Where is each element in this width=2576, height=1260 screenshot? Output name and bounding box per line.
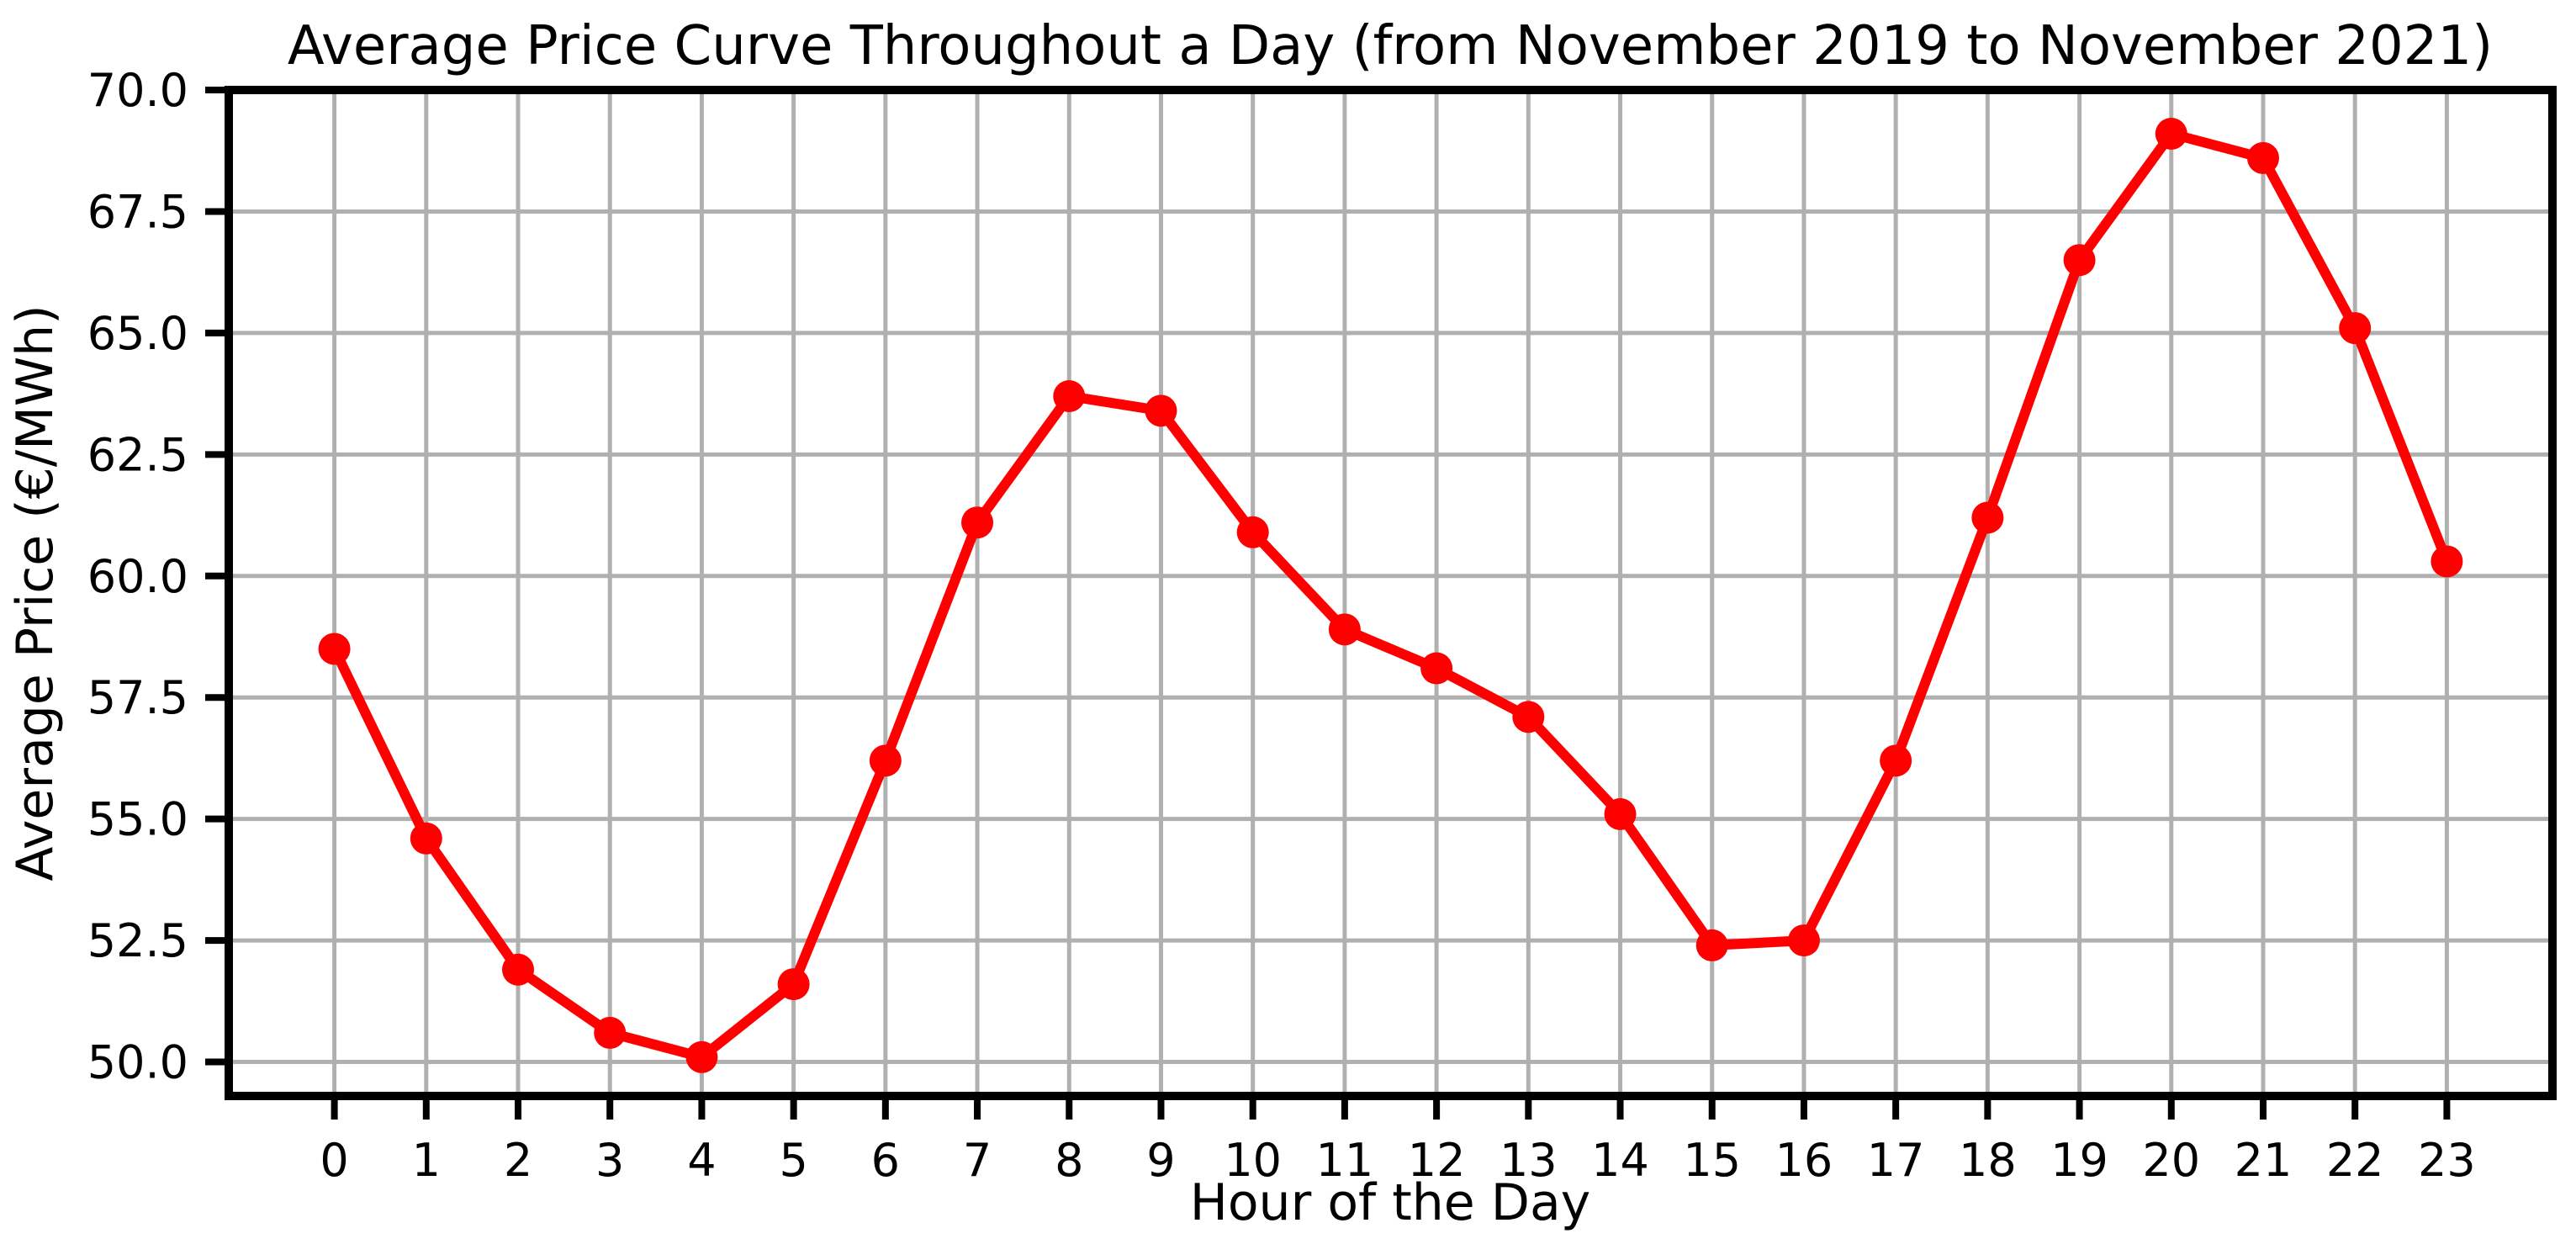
y-tick-label: 50.0: [87, 1036, 188, 1089]
x-tick-label: 16: [1775, 1134, 1833, 1187]
data-point-marker: [1145, 394, 1177, 427]
x-tick-label: 9: [1146, 1134, 1175, 1187]
x-tick-label: 15: [1683, 1134, 1741, 1187]
y-tick-label: 67.5: [87, 185, 188, 238]
data-point-marker: [1880, 744, 1912, 777]
x-tick-label: 13: [1500, 1134, 1558, 1187]
y-tick-label: 60.0: [87, 550, 188, 603]
data-layer: [318, 118, 2463, 1073]
x-tick-label: 0: [320, 1134, 348, 1187]
y-tick-label: 70.0: [87, 64, 188, 117]
spine-layer: [225, 86, 2557, 1100]
x-tick-label: 14: [1591, 1134, 1649, 1187]
data-point-marker: [1420, 652, 1453, 685]
x-tick-label: 22: [2326, 1134, 2384, 1187]
x-tick-label: 12: [1408, 1134, 1466, 1187]
data-point-marker: [961, 506, 994, 539]
x-tick-label: 2: [504, 1134, 532, 1187]
y-axis-label: Average Price (€/MWh): [6, 304, 65, 881]
data-point-marker: [1053, 380, 1086, 412]
x-tick-label: 7: [963, 1134, 992, 1187]
x-tick-label: 11: [1316, 1134, 1374, 1187]
x-tick-label: 17: [1867, 1134, 1925, 1187]
data-point-marker: [1604, 797, 1637, 830]
data-point-marker: [502, 953, 535, 986]
x-tick-label: 5: [779, 1134, 807, 1187]
x-tick-label: 1: [412, 1134, 441, 1187]
x-tick-label: 20: [2142, 1134, 2200, 1187]
x-tick-label: 4: [687, 1134, 716, 1187]
plot-border: [225, 86, 2557, 1100]
x-tick-label: 6: [871, 1134, 900, 1187]
price-line: [329, 129, 2452, 1062]
y-tick-label: 52.5: [87, 914, 188, 967]
data-point-marker: [410, 822, 442, 855]
data-point-marker: [2339, 312, 2372, 345]
data-point-marker: [1971, 501, 2004, 534]
data-point-marker: [685, 1040, 718, 1073]
y-tick-label: 62.5: [87, 428, 188, 481]
data-point-marker: [1236, 516, 1269, 548]
data-point-marker: [1512, 701, 1545, 733]
x-tick-label: 8: [1055, 1134, 1083, 1187]
chart-title: Average Price Curve Throughout a Day (fr…: [288, 15, 2493, 77]
data-point-marker: [594, 1016, 627, 1049]
y-tick-label: 55.0: [87, 793, 188, 846]
x-tick-label: 23: [2418, 1134, 2476, 1187]
data-point-marker: [2063, 244, 2096, 277]
data-point-marker: [2155, 118, 2187, 150]
x-tick-label: 3: [595, 1134, 624, 1187]
x-tick-label: 18: [1959, 1134, 2017, 1187]
label-layer: Average Price Curve Throughout a Day (fr…: [6, 15, 2493, 1232]
data-point-marker: [869, 744, 902, 777]
data-point-marker: [2431, 545, 2463, 578]
x-tick-label: 21: [2235, 1134, 2293, 1187]
data-point-marker: [1328, 613, 1361, 646]
x-tick-label: 10: [1224, 1134, 1282, 1187]
y-tick-label: 57.5: [87, 671, 188, 724]
x-tick-label: 19: [2050, 1134, 2108, 1187]
data-point-marker: [1787, 924, 1820, 957]
data-point-marker: [1695, 929, 1728, 961]
y-tick-label: 65.0: [87, 307, 188, 360]
tick-layer: 50.052.555.057.560.062.565.067.570.00 1 2 3…: [87, 64, 2476, 1187]
grid-layer: [229, 87, 2552, 1096]
data-point-marker: [777, 968, 810, 1001]
x-axis-label: Hour of the Day: [1190, 1173, 1591, 1232]
data-point-marker: [318, 633, 351, 665]
data-point-marker: [2246, 141, 2279, 174]
